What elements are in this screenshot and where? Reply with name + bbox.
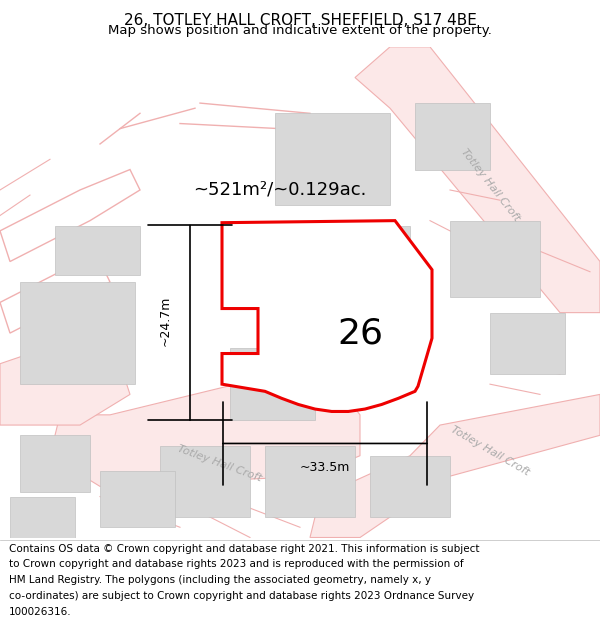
Text: Totley Hall Croft: Totley Hall Croft	[449, 424, 531, 478]
Text: 26, TOTLEY HALL CROFT, SHEFFIELD, S17 4BE: 26, TOTLEY HALL CROFT, SHEFFIELD, S17 4B…	[124, 13, 476, 28]
Text: Map shows position and indicative extent of the property.: Map shows position and indicative extent…	[108, 24, 492, 36]
Bar	[295, 226, 410, 328]
Text: Totley Hall Croft: Totley Hall Croft	[458, 147, 521, 223]
Bar	[160, 446, 250, 517]
Bar	[275, 113, 390, 205]
Bar	[10, 497, 75, 538]
Bar	[20, 282, 135, 384]
Text: ~521m²/~0.129ac.: ~521m²/~0.129ac.	[193, 180, 367, 198]
Polygon shape	[222, 221, 432, 411]
Polygon shape	[310, 394, 600, 538]
Bar	[265, 446, 355, 517]
Text: 26: 26	[337, 316, 383, 350]
Bar	[490, 312, 565, 374]
Text: to Crown copyright and database rights 2023 and is reproduced with the permissio: to Crown copyright and database rights 2…	[9, 559, 464, 569]
Polygon shape	[0, 343, 130, 425]
Text: Contains OS data © Crown copyright and database right 2021. This information is : Contains OS data © Crown copyright and d…	[9, 544, 479, 554]
Text: co-ordinates) are subject to Crown copyright and database rights 2023 Ordnance S: co-ordinates) are subject to Crown copyr…	[9, 591, 474, 601]
Bar	[20, 435, 90, 491]
Polygon shape	[355, 47, 600, 312]
Text: ~33.5m: ~33.5m	[300, 461, 350, 474]
Text: Totley Hall Croft: Totley Hall Croft	[176, 444, 263, 484]
Bar	[100, 471, 175, 528]
Polygon shape	[50, 364, 360, 486]
Text: HM Land Registry. The polygons (including the associated geometry, namely x, y: HM Land Registry. The polygons (includin…	[9, 575, 431, 585]
Bar	[450, 221, 540, 298]
Bar	[370, 456, 450, 517]
Text: ~24.7m: ~24.7m	[158, 296, 172, 346]
Bar	[415, 103, 490, 169]
Bar	[230, 348, 315, 420]
Text: 100026316.: 100026316.	[9, 607, 71, 617]
Bar	[55, 226, 140, 275]
